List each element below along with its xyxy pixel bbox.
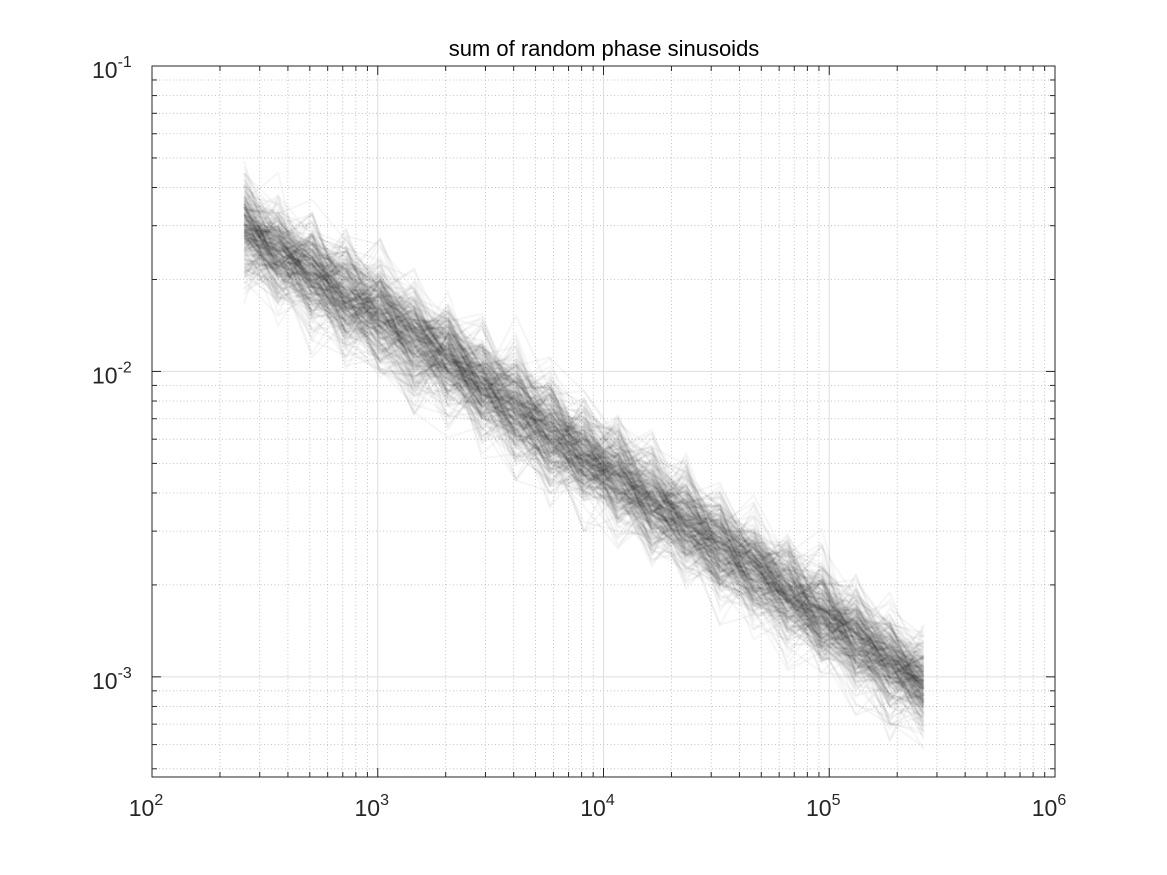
tick-marks [151,65,1056,777]
x-tick-label: 106 [1032,792,1067,821]
x-tick-label-exponent: 6 [1057,792,1066,809]
y-tick-label-exponent: -2 [118,359,132,376]
x-tick-label: 105 [806,792,841,821]
series-layer [244,162,924,750]
x-tick-label-exponent: 5 [832,792,841,809]
y-tick-label: 10-3 [92,665,132,694]
x-tick-label-base: 10 [355,795,381,821]
y-tick-label-base: 10 [92,362,118,388]
x-tick-label: 103 [355,792,390,821]
y-tick-label-exponent: -1 [118,54,132,71]
x-tick-label-exponent: 2 [154,792,163,809]
y-tick-label-base: 10 [92,57,118,83]
y-tick-labels: 10-310-210-1 [92,54,132,694]
x-tick-label-base: 10 [129,795,155,821]
x-tick-label-exponent: 3 [380,792,389,809]
x-tick-label: 104 [580,792,615,821]
x-tick-label-base: 10 [806,795,832,821]
y-tick-label: 10-1 [92,54,132,83]
x-tick-label: 102 [129,792,164,821]
y-tick-label-exponent: -3 [118,665,132,682]
x-tick-label-base: 10 [1032,795,1058,821]
chart-title: sum of random phase sinusoids [449,36,760,61]
x-tick-label-exponent: 4 [606,792,615,809]
x-tick-labels: 102 103 104 105 106 [129,792,1067,821]
y-tick-label-base: 10 [92,668,118,694]
y-tick-label: 10-2 [92,359,132,388]
x-tick-label-base: 10 [580,795,606,821]
